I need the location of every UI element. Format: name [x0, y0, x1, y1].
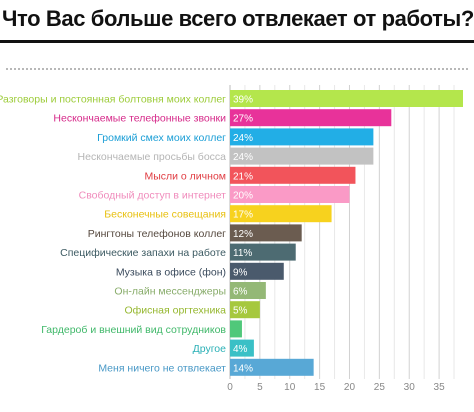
- bar: [230, 339, 254, 357]
- bar: [230, 358, 314, 376]
- value-label: 21%: [233, 171, 253, 182]
- bar: [230, 262, 284, 280]
- value-label: 6%: [233, 287, 248, 298]
- x-tick-label: 0: [227, 382, 233, 393]
- x-tick-label: 25: [374, 382, 386, 393]
- x-tick-label: 15: [314, 382, 326, 393]
- category-label: Нескончаемые просьбы босса: [78, 151, 227, 163]
- bar: [230, 186, 350, 203]
- bar: [230, 243, 296, 261]
- bar: [230, 282, 266, 299]
- category-label: Нескончаемые телефонные звонки: [53, 113, 226, 125]
- category-label: Мысли о личном: [144, 170, 226, 182]
- bar: [230, 320, 242, 338]
- value-label: 5%: [233, 306, 248, 317]
- category-label: Другое: [193, 343, 227, 355]
- category-label: Меня ничего не отвлекает: [98, 362, 226, 374]
- category-label: Свободный доступ в интернет: [79, 190, 227, 202]
- x-tick-label: 5: [257, 382, 263, 393]
- x-tick-label: 35: [434, 382, 446, 393]
- value-label: 39%: [233, 95, 253, 106]
- x-tick-label: 20: [344, 382, 356, 393]
- value-label: 17%: [233, 210, 253, 221]
- category-label: Разговоры и постоянная болтовня моих кол…: [0, 94, 226, 106]
- value-label: 14%: [233, 363, 253, 374]
- bar: [230, 147, 374, 165]
- title-underline: [0, 40, 474, 43]
- value-label: 9%: [233, 267, 248, 278]
- dotted-separator: [6, 68, 468, 70]
- value-label: 24%: [233, 152, 253, 163]
- chart-title: Что Вас больше всего отвлекает от работы…: [2, 6, 474, 31]
- value-label: 4%: [233, 344, 248, 355]
- value-label: 27%: [233, 114, 253, 125]
- bar: [230, 301, 260, 319]
- value-label: 11%: [233, 248, 252, 259]
- bar: [230, 224, 302, 242]
- category-label: Офисная оргтехника: [124, 305, 226, 317]
- value-label: 20%: [233, 191, 253, 202]
- category-label: Он-лайн мессенджеры: [114, 286, 226, 298]
- x-tick-label: 10: [284, 382, 296, 393]
- x-tick-label: 30: [404, 382, 416, 393]
- bar: [230, 90, 463, 107]
- category-label: Гардероб и внешний вид сотрудников: [41, 324, 226, 336]
- category-label: Специфические запахи на работе: [60, 247, 226, 259]
- bar: [230, 128, 374, 146]
- value-label: 12%: [233, 229, 253, 240]
- bar: [230, 109, 392, 127]
- category-label: Громкий смех моих коллег: [97, 132, 226, 144]
- bar: [230, 166, 356, 184]
- value-label: 24%: [233, 133, 253, 144]
- category-label: Музыка в офисе (фон): [116, 266, 226, 278]
- category-label: Рингтоны телефонов коллег: [88, 228, 226, 240]
- bar: [230, 205, 332, 223]
- category-label: Бесконечные совещания: [104, 209, 226, 221]
